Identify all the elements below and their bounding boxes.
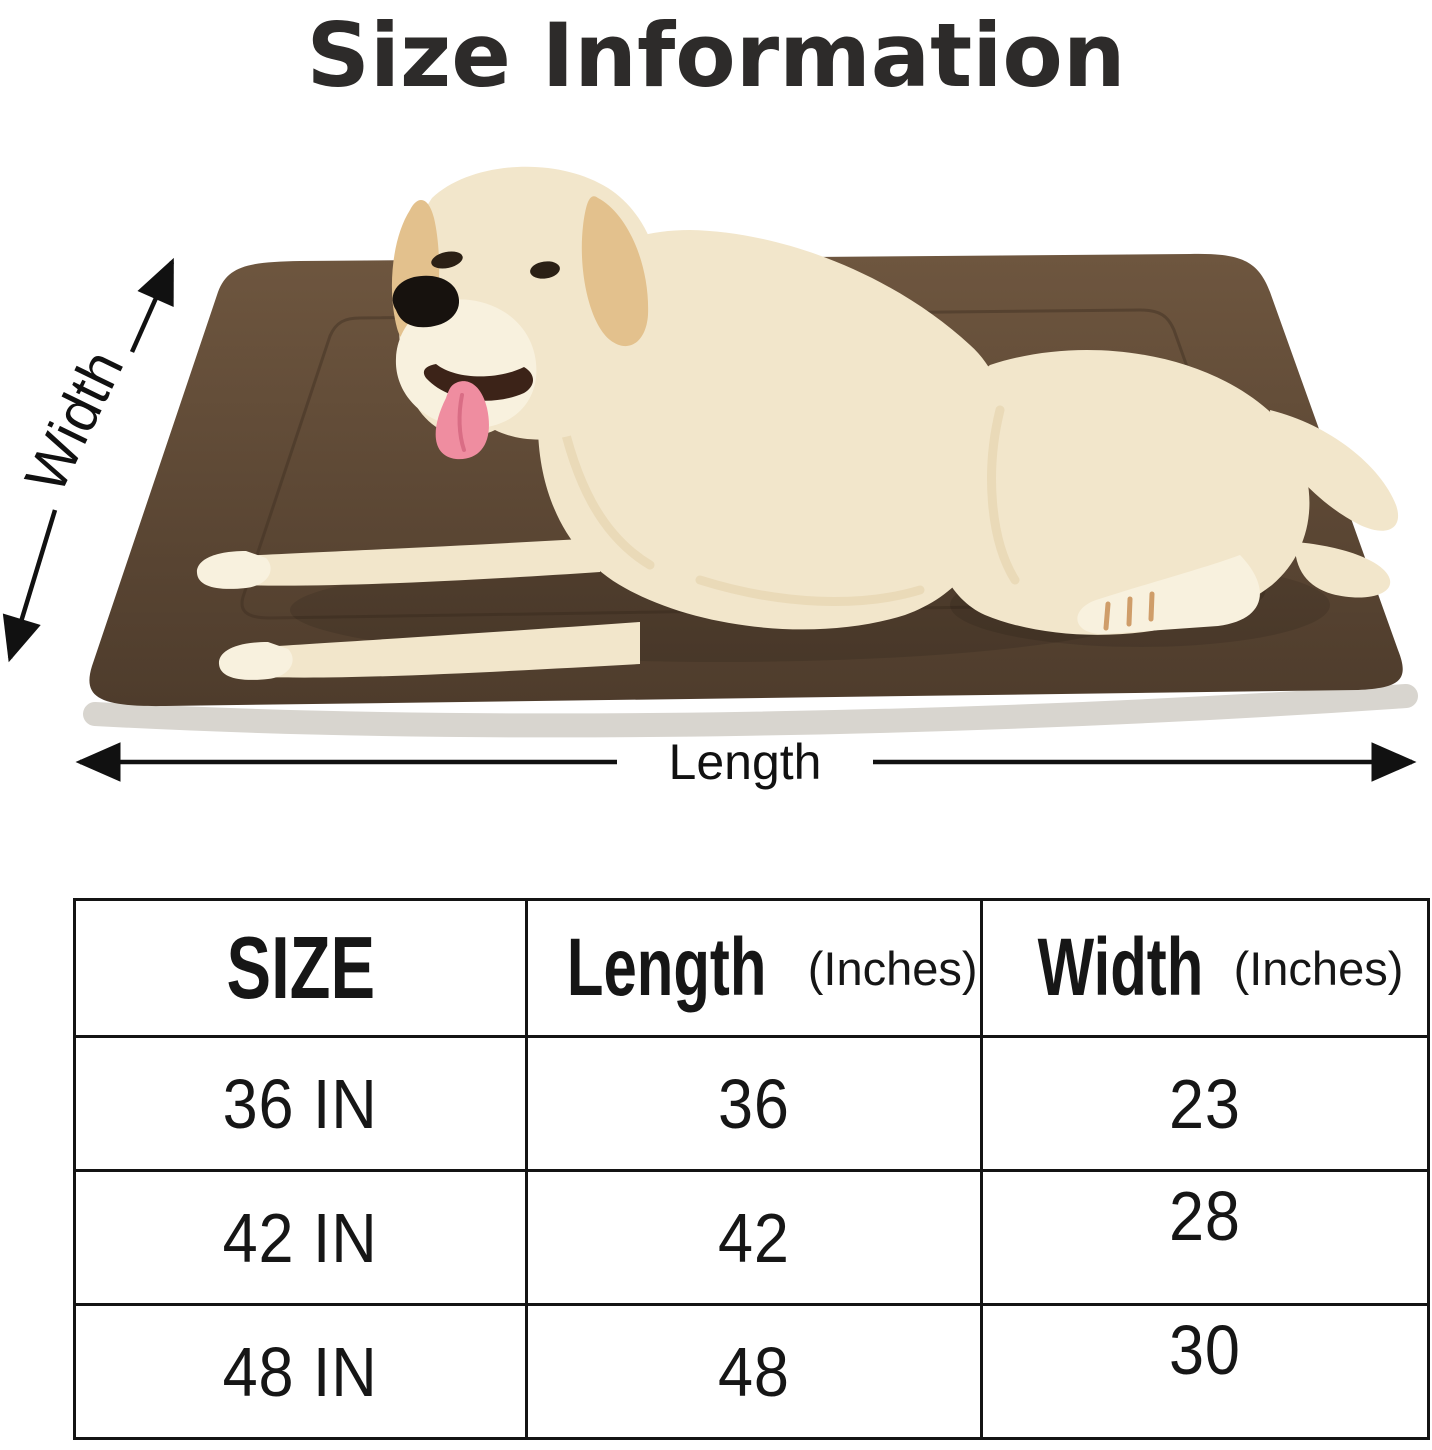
width-column-header: Width (Inches): [980, 898, 1430, 1038]
dog-hind-leg: [1077, 555, 1260, 635]
width-column-header-unit: (Inches): [1233, 941, 1404, 995]
length-column-header-unit: (Inches): [807, 941, 978, 995]
dog-front-paw-near: [196, 551, 271, 589]
dog-illustration: [196, 166, 1399, 680]
size-table-header-row: SIZE Length (Inches) Width (Inches): [73, 898, 1430, 1038]
table-row: 36 IN 36 23: [73, 1035, 1430, 1172]
length-label: Length: [669, 734, 822, 790]
dog-eye-right: [530, 261, 560, 279]
dog-hind-paw-right: [1294, 542, 1391, 598]
dog-tongue: [435, 381, 489, 460]
width-cell: 28: [980, 1169, 1430, 1306]
table-row: 42 IN 42 28: [73, 1169, 1430, 1306]
dog-tail: [1270, 410, 1399, 531]
size-column-header-label: SIZE: [226, 918, 375, 1017]
width-arrow-lower-segment: [2, 509, 58, 663]
length-column-header-label: Length: [567, 922, 767, 1013]
length-column-header: Length (Inches): [525, 898, 983, 1038]
table-row: 48 IN 48 30: [73, 1303, 1430, 1440]
width-cell: 30: [980, 1303, 1430, 1440]
size-column-header: SIZE: [73, 898, 528, 1038]
width-label: Width: [13, 341, 136, 503]
size-cell: 42 IN: [73, 1169, 528, 1306]
size-diagram-canvas: Width Length: [2, 166, 1418, 790]
page-title: Size Information: [306, 4, 1126, 107]
dog-hind-toes: [1103, 591, 1155, 631]
dog-eye-left: [431, 251, 463, 269]
dog-front-leg-far: [235, 622, 641, 678]
width-cell: 23: [980, 1035, 1430, 1172]
length-cell: 48: [525, 1303, 983, 1440]
dog-front-paw-far: [218, 642, 293, 680]
length-cell: 36: [525, 1035, 983, 1172]
dog-belly-shading: [695, 575, 925, 606]
dog-hip-shading: [987, 405, 1020, 585]
length-cell: 42: [525, 1169, 983, 1306]
size-cell: 48 IN: [73, 1303, 528, 1440]
width-column-header-label: Width: [1037, 922, 1203, 1013]
length-dimension-arrow: Length: [75, 734, 1417, 790]
size-table: SIZE Length (Inches) Width (Inches) 36 IN …: [73, 898, 1430, 1440]
dog-tongue-line: [457, 393, 466, 452]
dog-ear-right: [581, 196, 649, 347]
dog-haunch: [929, 350, 1310, 635]
mat-trim-edge: [83, 684, 1418, 738]
size-diagram: Width Length: [0, 110, 1432, 810]
size-cell: 36 IN: [73, 1035, 528, 1172]
dog-front-leg-near: [213, 538, 601, 586]
width-arrow-upper-segment: [129, 257, 175, 353]
dog-nose: [392, 275, 460, 328]
